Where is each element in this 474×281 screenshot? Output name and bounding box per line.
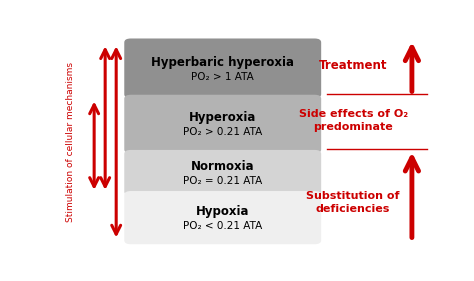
Text: PO₂ < 0.21 ATA: PO₂ < 0.21 ATA xyxy=(183,221,262,231)
Text: Hyperoxia: Hyperoxia xyxy=(189,112,256,124)
Text: PO₂ > 1 ATA: PO₂ > 1 ATA xyxy=(191,72,254,81)
Text: PO₂ > 0.21 ATA: PO₂ > 0.21 ATA xyxy=(183,127,262,137)
FancyBboxPatch shape xyxy=(124,38,321,98)
Text: Hyperbaric hyperoxia: Hyperbaric hyperoxia xyxy=(151,56,294,69)
FancyBboxPatch shape xyxy=(124,150,321,196)
Text: Substitution of
deficiencies: Substitution of deficiencies xyxy=(306,191,400,214)
Text: Treatment: Treatment xyxy=(319,59,387,72)
Text: Hypoxia: Hypoxia xyxy=(196,205,249,218)
Text: Normoxia: Normoxia xyxy=(191,160,255,173)
Text: Side effects of O₂
predominate: Side effects of O₂ predominate xyxy=(299,109,408,132)
Text: Stimulation of cellular mechanisms: Stimulation of cellular mechanisms xyxy=(66,62,75,222)
FancyBboxPatch shape xyxy=(124,95,321,153)
FancyBboxPatch shape xyxy=(124,191,321,244)
Text: PO₂ = 0.21 ATA: PO₂ = 0.21 ATA xyxy=(183,176,262,186)
